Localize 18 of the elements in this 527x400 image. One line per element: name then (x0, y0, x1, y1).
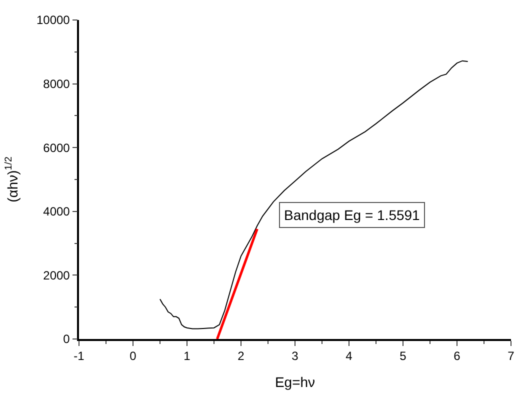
x-tick-label: 0 (130, 349, 137, 364)
y-tick-label: 4000 (43, 204, 70, 219)
x-tick-label: 7 (508, 349, 515, 364)
y-tick-label: 2000 (43, 268, 70, 282)
x-tick-label: 2 (238, 349, 245, 364)
x-tick-label: 4 (346, 349, 353, 364)
x-tick-label: 1 (184, 349, 191, 364)
x-tick-label: 6 (454, 349, 461, 364)
line-series (160, 60, 468, 330)
y-tick-label: 0 (63, 332, 70, 346)
x-tick-label: 3 (292, 349, 299, 364)
y-tick-label: 10000 (36, 13, 70, 28)
annotation: Bandgap Eg = 1.5591 (284, 207, 420, 223)
y-tick-label: 6000 (43, 140, 70, 155)
x-tick-label: -1 (74, 349, 85, 364)
x-axis-title: Eg=hν (274, 374, 316, 390)
y-tick-label: 8000 (43, 77, 70, 91)
x-tick-label: 5 (400, 349, 407, 364)
